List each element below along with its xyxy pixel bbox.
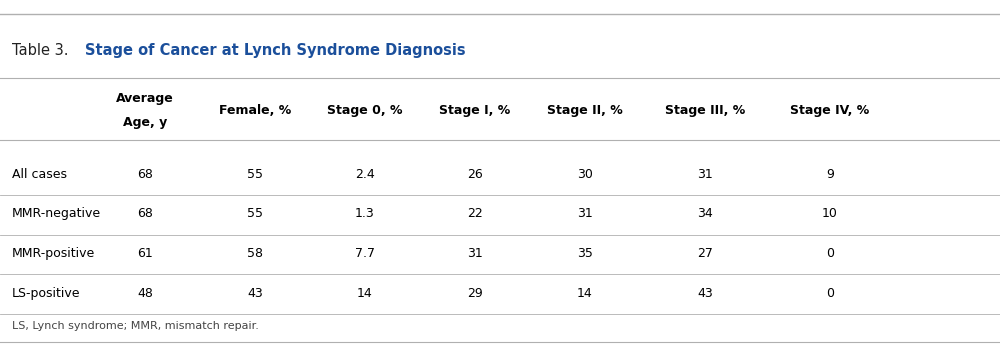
Text: Stage 0, %: Stage 0, %: [327, 104, 403, 117]
Text: 35: 35: [577, 247, 593, 260]
Text: LS-positive: LS-positive: [12, 287, 80, 300]
Text: 0: 0: [826, 287, 834, 300]
Text: 14: 14: [577, 287, 593, 300]
Text: LS, Lynch syndrome; MMR, mismatch repair.: LS, Lynch syndrome; MMR, mismatch repair…: [12, 321, 259, 331]
Text: 1.3: 1.3: [355, 207, 375, 220]
Text: Average: Average: [116, 92, 174, 105]
Text: 14: 14: [357, 287, 373, 300]
Text: 31: 31: [697, 168, 713, 181]
Text: All cases: All cases: [12, 168, 67, 181]
Text: 55: 55: [247, 207, 263, 220]
Text: 29: 29: [467, 287, 483, 300]
Text: 31: 31: [577, 207, 593, 220]
Text: Stage of Cancer at Lynch Syndrome Diagnosis: Stage of Cancer at Lynch Syndrome Diagno…: [85, 42, 466, 58]
Text: 22: 22: [467, 207, 483, 220]
Text: Stage IV, %: Stage IV, %: [790, 104, 870, 117]
Text: 43: 43: [247, 287, 263, 300]
Text: Stage I, %: Stage I, %: [439, 104, 511, 117]
Text: 31: 31: [467, 247, 483, 260]
Text: 9: 9: [826, 168, 834, 181]
Text: 7.7: 7.7: [355, 247, 375, 260]
Text: Female, %: Female, %: [219, 104, 291, 117]
Text: Age, y: Age, y: [123, 116, 167, 129]
Text: 30: 30: [577, 168, 593, 181]
Text: 34: 34: [697, 207, 713, 220]
Text: 26: 26: [467, 168, 483, 181]
Text: 43: 43: [697, 287, 713, 300]
Text: MMR-negative: MMR-negative: [12, 207, 101, 220]
Text: 55: 55: [247, 168, 263, 181]
Text: Stage III, %: Stage III, %: [665, 104, 745, 117]
Text: 68: 68: [137, 207, 153, 220]
Text: MMR-positive: MMR-positive: [12, 247, 95, 260]
Text: 10: 10: [822, 207, 838, 220]
Text: 0: 0: [826, 247, 834, 260]
Text: 58: 58: [247, 247, 263, 260]
Text: 2.4: 2.4: [355, 168, 375, 181]
Text: 68: 68: [137, 168, 153, 181]
Text: 61: 61: [137, 247, 153, 260]
Text: Table 3.: Table 3.: [12, 42, 73, 58]
Text: 48: 48: [137, 287, 153, 300]
Text: Stage II, %: Stage II, %: [547, 104, 623, 117]
Text: 27: 27: [697, 247, 713, 260]
